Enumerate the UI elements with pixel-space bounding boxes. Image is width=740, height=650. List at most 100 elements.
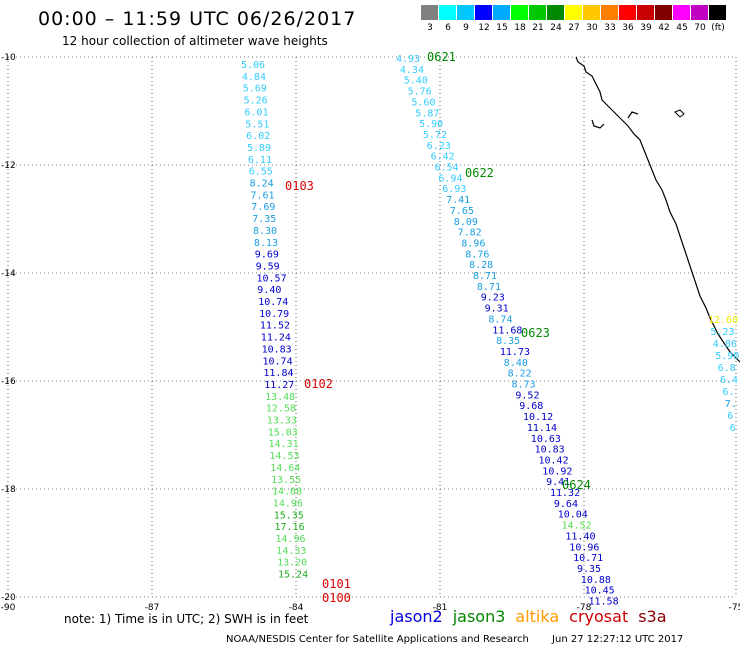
scale-label: 15 bbox=[496, 23, 508, 33]
scale-swatch bbox=[655, 5, 673, 20]
scale-label: 6 bbox=[445, 23, 451, 33]
wave-height-value: 6.01 bbox=[244, 107, 268, 118]
wave-height-value: 14.96 bbox=[275, 534, 305, 545]
scale-label: 18 bbox=[514, 23, 526, 33]
wave-height-value: 5.06 bbox=[241, 60, 265, 71]
wave-height-value: 8.28 bbox=[469, 260, 493, 271]
wave-height-value: 9.64 bbox=[554, 499, 578, 510]
wave-height-value: 10.57 bbox=[257, 273, 287, 284]
wave-height-value: 14.52 bbox=[562, 521, 592, 532]
chart-subtitle: 12 hour collection of altimeter wave hei… bbox=[62, 34, 328, 48]
scale-swatch bbox=[457, 5, 475, 20]
wave-height-value: 13.55 bbox=[271, 475, 301, 486]
wave-height-value: 8.73 bbox=[512, 380, 536, 391]
wave-height-value: 7.82 bbox=[458, 228, 482, 239]
wave-height-value: 14.53 bbox=[269, 451, 299, 462]
wave-height-value: 10.88 bbox=[581, 575, 611, 586]
wave-height-value: 11.14 bbox=[527, 423, 557, 434]
wave-height-value: 8.71 bbox=[477, 282, 501, 293]
wave-height-value: 10.96 bbox=[569, 542, 599, 553]
wave-height-value: 6.94 bbox=[438, 173, 462, 184]
wave-height-value: 10.42 bbox=[539, 455, 569, 466]
wave-height-value: 13.33 bbox=[267, 416, 297, 427]
wave-height-value: 4.93 bbox=[396, 54, 420, 65]
legend-cryosat: cryosat bbox=[569, 607, 629, 626]
scale-label: (ft) bbox=[711, 23, 725, 33]
wave-height-value: 5.40 bbox=[404, 76, 428, 87]
wave-height-value: 8.30 bbox=[253, 226, 277, 237]
scale-swatch bbox=[475, 5, 493, 20]
scale-swatch bbox=[493, 5, 511, 20]
wave-height-value: 10.04 bbox=[558, 510, 588, 521]
wave-height-value: 6.11 bbox=[248, 155, 272, 166]
scale-label: 9 bbox=[463, 23, 469, 33]
wave-height-value: 8.76 bbox=[465, 249, 489, 260]
legend-altika: altika bbox=[515, 607, 560, 626]
wave-height-value: 6. bbox=[722, 387, 734, 398]
scale-swatch bbox=[439, 5, 457, 20]
pass-label: 0622 bbox=[465, 166, 494, 180]
lon-tick-label: -84 bbox=[289, 603, 304, 613]
chart-title: 00:00 – 11:59 UTC 06/26/2017 bbox=[38, 8, 357, 30]
wave-height-value: 13.20 bbox=[277, 558, 307, 569]
wave-height-value: 8.24 bbox=[250, 179, 274, 190]
legend-jason2: jason2 bbox=[390, 607, 443, 626]
wave-height-value: 6 bbox=[730, 423, 736, 434]
wave-height-value: 9.41 bbox=[546, 477, 570, 488]
pass-label: 0623 bbox=[521, 326, 550, 340]
wave-height-value: 12.60 bbox=[708, 315, 738, 326]
coastline bbox=[575, 56, 740, 363]
wave-height-value: 6.42 bbox=[431, 152, 455, 163]
track-0621: 4.934.345.405.765.605.875.905.726.236.42… bbox=[396, 54, 619, 608]
lat-tick-label: -20 bbox=[1, 593, 16, 603]
wave-height-value: 7.69 bbox=[251, 202, 275, 213]
wave-height-value: 6.55 bbox=[249, 167, 273, 178]
scale-label: 30 bbox=[586, 23, 598, 33]
wave-height-value: 8.22 bbox=[508, 369, 532, 380]
scale-swatch bbox=[529, 5, 547, 20]
wave-height-value: 10.12 bbox=[523, 412, 553, 423]
wave-height-value: 8.40 bbox=[504, 358, 528, 369]
lat-tick-label: -12 bbox=[1, 161, 16, 171]
axis-tick-labels: -90 -87 -84 -81 -78 -75 -10 -12 -14 -16 -18 -20 bbox=[1, 53, 740, 613]
wave-height-value: 10.45 bbox=[585, 586, 615, 597]
lat-tick-label: -16 bbox=[1, 377, 16, 387]
scale-label: 70 bbox=[694, 23, 706, 33]
wave-height-value: 15.35 bbox=[274, 510, 304, 521]
lat-tick-label: -10 bbox=[1, 53, 16, 63]
wave-height-value: 15.24 bbox=[278, 570, 308, 581]
wave-height-value: 6.8 bbox=[718, 363, 736, 374]
wave-height-value: 10.63 bbox=[531, 434, 561, 445]
wave-height-value: 10.74 bbox=[263, 356, 293, 367]
scale-label: 27 bbox=[568, 23, 580, 33]
satellite-tracks: 5.064.845.695.266.015.516.025.896.116.55… bbox=[241, 54, 739, 608]
wave-height-value: 4.84 bbox=[242, 72, 266, 83]
wave-height-value: 6.4 bbox=[720, 375, 738, 386]
wave-height-value: 9.40 bbox=[257, 285, 281, 296]
wave-height-value: 10.83 bbox=[535, 445, 565, 456]
wave-height-value: 6.23 bbox=[427, 141, 451, 152]
wave-height-value: 9.31 bbox=[485, 304, 509, 315]
wave-height-value: 11.58 bbox=[589, 597, 619, 608]
footer: NOAA/NESDIS Center for Satellite Applica… bbox=[226, 634, 683, 645]
wave-height-value: 7.65 bbox=[450, 206, 474, 217]
wave-height-value: 5.89 bbox=[247, 143, 271, 154]
coastline-cape bbox=[591, 111, 639, 129]
scale-swatch bbox=[511, 5, 529, 20]
lon-tick-label: -75 bbox=[729, 603, 740, 613]
scale-swatch bbox=[583, 5, 601, 20]
scale-swatch bbox=[601, 5, 619, 20]
scale-swatch bbox=[565, 5, 583, 20]
wave-height-value: 11.32 bbox=[550, 488, 580, 499]
wave-height-value: 7.61 bbox=[251, 190, 275, 201]
wave-height-value: 8.09 bbox=[454, 217, 478, 228]
scale-swatch bbox=[619, 5, 637, 20]
wave-height-value: 12.58 bbox=[266, 404, 296, 415]
scale-label: 21 bbox=[532, 23, 544, 33]
scale-swatch bbox=[691, 5, 709, 20]
wave-height-value: 14.08 bbox=[272, 487, 302, 498]
wave-height-value: 11.40 bbox=[565, 531, 595, 542]
wave-height-value: 11.52 bbox=[260, 321, 290, 332]
wave-height-value: 9.68 bbox=[519, 401, 543, 412]
